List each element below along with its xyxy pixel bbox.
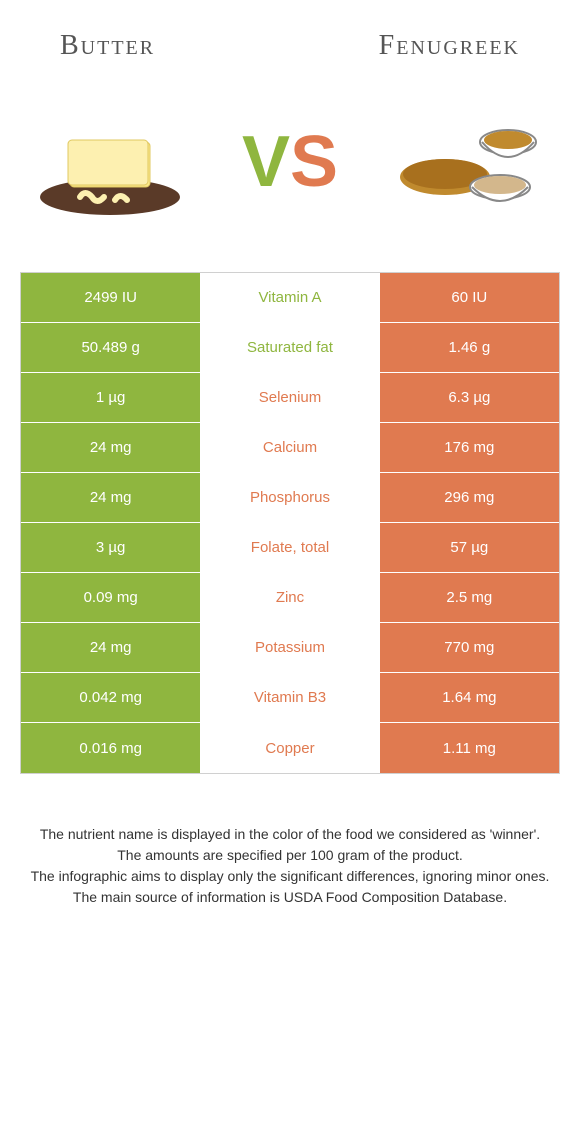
right-value: 176 mg xyxy=(380,423,559,472)
fenugreek-image xyxy=(390,92,550,232)
table-row: 24 mgCalcium176 mg xyxy=(21,423,559,473)
left-value: 0.042 mg xyxy=(21,673,200,722)
left-value: 3 µg xyxy=(21,523,200,572)
footnote-line: The main source of information is USDA F… xyxy=(20,887,560,908)
left-value: 24 mg xyxy=(21,473,200,522)
left-value: 0.016 mg xyxy=(21,723,200,773)
comparison-table: 2499 IUVitamin A60 IU50.489 gSaturated f… xyxy=(20,272,560,774)
left-value: 50.489 g xyxy=(21,323,200,372)
title-right: Fenugreek xyxy=(379,30,520,62)
left-value: 1 µg xyxy=(21,373,200,422)
table-row: 24 mgPotassium770 mg xyxy=(21,623,559,673)
nutrient-label: Zinc xyxy=(200,573,379,622)
right-value: 6.3 µg xyxy=(380,373,559,422)
table-row: 0.042 mgVitamin B31.64 mg xyxy=(21,673,559,723)
nutrient-label: Phosphorus xyxy=(200,473,379,522)
table-row: 0.016 mgCopper1.11 mg xyxy=(21,723,559,773)
nutrient-label: Vitamin A xyxy=(200,273,379,322)
right-value: 296 mg xyxy=(380,473,559,522)
vs-label: VS xyxy=(242,121,338,203)
nutrient-label: Potassium xyxy=(200,623,379,672)
nutrient-label: Folate, total xyxy=(200,523,379,572)
left-value: 24 mg xyxy=(21,423,200,472)
butter-image xyxy=(30,92,190,232)
nutrient-label: Copper xyxy=(200,723,379,773)
footnote-line: The nutrient name is displayed in the co… xyxy=(20,824,560,845)
right-value: 2.5 mg xyxy=(380,573,559,622)
table-row: 24 mgPhosphorus296 mg xyxy=(21,473,559,523)
footnotes: The nutrient name is displayed in the co… xyxy=(20,824,560,908)
table-row: 2499 IUVitamin A60 IU xyxy=(21,273,559,323)
right-value: 1.46 g xyxy=(380,323,559,372)
left-value: 2499 IU xyxy=(21,273,200,322)
table-row: 0.09 mgZinc2.5 mg xyxy=(21,573,559,623)
right-value: 1.64 mg xyxy=(380,673,559,722)
right-value: 770 mg xyxy=(380,623,559,672)
right-value: 60 IU xyxy=(380,273,559,322)
nutrient-label: Selenium xyxy=(200,373,379,422)
footnote-line: The infographic aims to display only the… xyxy=(20,866,560,887)
left-value: 0.09 mg xyxy=(21,573,200,622)
right-value: 57 µg xyxy=(380,523,559,572)
title-left: Butter xyxy=(60,30,155,62)
table-row: 1 µgSelenium6.3 µg xyxy=(21,373,559,423)
table-row: 50.489 gSaturated fat1.46 g xyxy=(21,323,559,373)
left-value: 24 mg xyxy=(21,623,200,672)
vs-s: S xyxy=(290,122,338,202)
nutrient-label: Saturated fat xyxy=(200,323,379,372)
right-value: 1.11 mg xyxy=(380,723,559,773)
vs-v: V xyxy=(242,122,290,202)
nutrient-label: Calcium xyxy=(200,423,379,472)
footnote-line: The amounts are specified per 100 gram o… xyxy=(20,845,560,866)
nutrient-label: Vitamin B3 xyxy=(200,673,379,722)
table-row: 3 µgFolate, total57 µg xyxy=(21,523,559,573)
